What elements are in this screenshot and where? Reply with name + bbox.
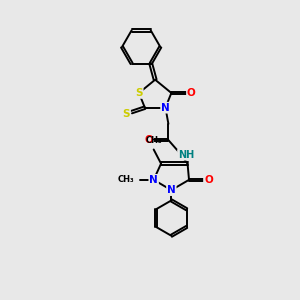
Text: CH₃: CH₃ xyxy=(118,175,134,184)
Text: O: O xyxy=(187,88,196,98)
Text: N: N xyxy=(167,185,176,195)
Text: N: N xyxy=(161,103,170,113)
Text: S: S xyxy=(135,88,143,98)
Text: N: N xyxy=(149,175,158,185)
Text: O: O xyxy=(144,135,153,145)
Text: O: O xyxy=(204,175,213,185)
Text: S: S xyxy=(122,109,130,118)
Text: CH₃: CH₃ xyxy=(146,136,162,145)
Text: NH: NH xyxy=(178,150,194,160)
